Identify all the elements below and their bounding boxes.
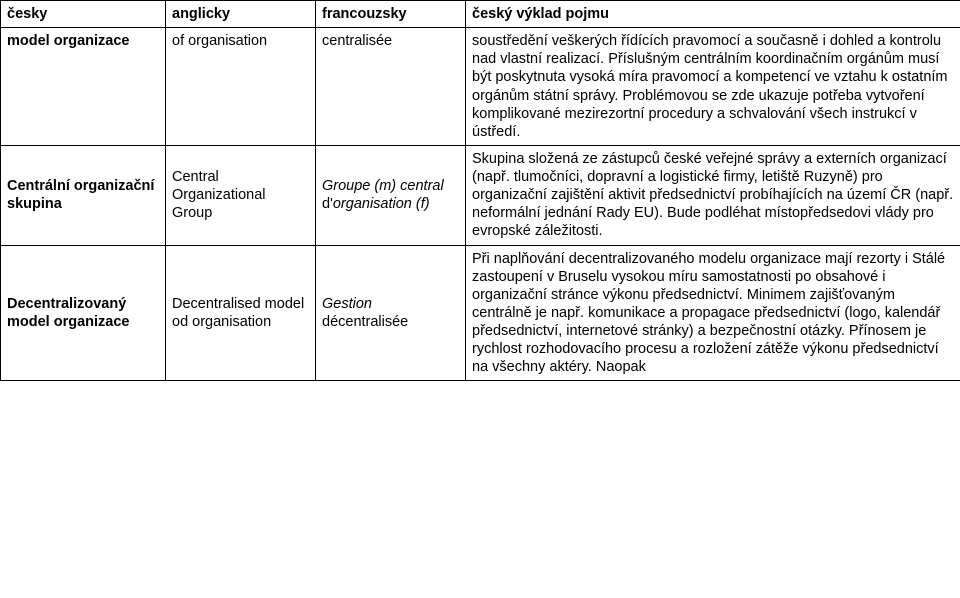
term-french: Groupe (m) central d'organisation (f) <box>316 145 466 245</box>
fr-plain: centralisée <box>322 33 392 49</box>
fr-italic-a: Groupe (m) central <box>322 178 444 194</box>
glossary-table: česky anglicky francouzsky český výklad … <box>0 0 960 381</box>
table-header-row: česky anglicky francouzsky český výklad … <box>1 1 960 28</box>
definition: Při naplňování decentralizovaného modelu… <box>466 245 960 381</box>
col-header-definition: český výklad pojmu <box>466 1 960 28</box>
col-header-czech: česky <box>1 1 166 28</box>
col-header-french: francouzsky <box>316 1 466 28</box>
term-english: Decentralised model od organisation <box>166 245 316 381</box>
term-czech: model organizace <box>1 28 166 146</box>
definition: soustředění veškerých řídících pravomocí… <box>466 28 960 146</box>
fr-plain-mid: décentralisée <box>322 314 408 330</box>
term-french: centralisée <box>316 28 466 146</box>
fr-italic-a: Gestion <box>322 296 372 312</box>
term-czech: Decentralizovaný model organizace <box>1 245 166 381</box>
definition: Skupina složená ze zástupců české veřejn… <box>466 145 960 245</box>
term-french: Gestion décentralisée <box>316 245 466 381</box>
term-english: of organisation <box>166 28 316 146</box>
fr-plain-mid: d' <box>322 196 333 212</box>
fr-italic-b: organisation (f) <box>333 196 430 212</box>
term-czech: Centrální organizační skupina <box>1 145 166 245</box>
table-row: Decentralizovaný model organizace Decent… <box>1 245 960 381</box>
col-header-english: anglicky <box>166 1 316 28</box>
table-row: Centrální organizační skupina Central Or… <box>1 145 960 245</box>
table-row: model organizace of organisation central… <box>1 28 960 146</box>
term-english: Central Organizational Group <box>166 145 316 245</box>
